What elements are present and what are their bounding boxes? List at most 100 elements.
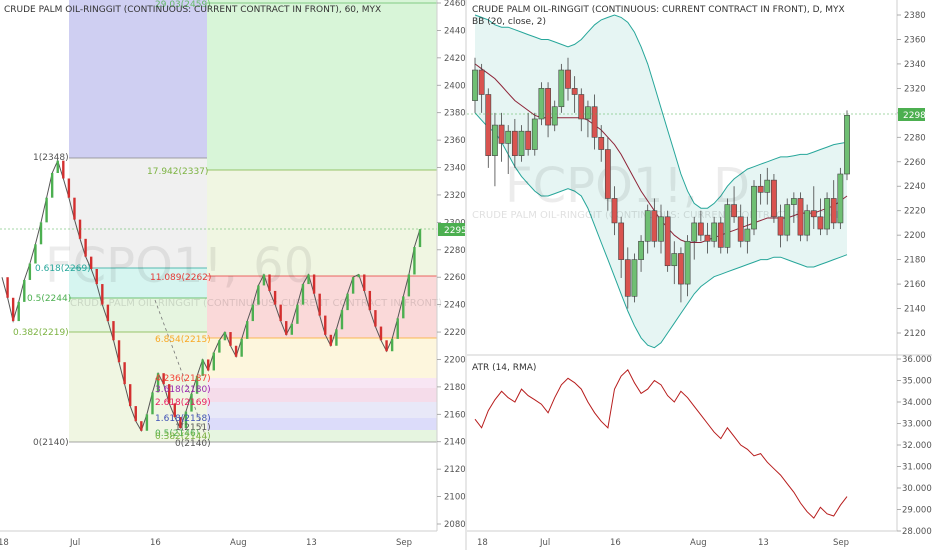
- candle-body: [578, 94, 585, 120]
- left-bar: [324, 315, 327, 335]
- candle-body: [717, 222, 724, 248]
- left-price-tick-label: 2100: [444, 493, 466, 503]
- right-chart-panel[interactable]: FCPO1!, D CRUDE PALM OIL-RINGGIT (CONTIN…: [467, 5, 897, 349]
- candle-body: [558, 69, 565, 108]
- candle-body: [810, 210, 817, 218]
- atr-label: ATR (14, RMA): [472, 363, 536, 373]
- atr-series: [474, 368, 848, 519]
- fib-ext-label-6854: 6.854(2215): [155, 335, 211, 345]
- left-bar: [101, 284, 104, 305]
- left-bar: [62, 160, 65, 179]
- candle-body: [771, 179, 777, 218]
- left-price-axis[interactable]: 2460244024202400238023602340232023002280…: [436, 0, 467, 531]
- candle-body: [784, 204, 791, 236]
- bb-upper: [474, 14, 848, 209]
- candle-body: [664, 216, 671, 267]
- candle-body: [751, 185, 757, 230]
- left-bar: [368, 290, 372, 311]
- right-time-tick-18: 18: [477, 538, 488, 548]
- atr-tick-label: 29.0000: [902, 506, 932, 516]
- left-watermark-sub: CRUDE PALM OIL-RINGGIT (CONTINUOUS: CURR…: [70, 298, 442, 309]
- left-bar: [273, 290, 277, 305]
- left-bar: [318, 293, 321, 316]
- right-time-tick-16: 16: [610, 538, 621, 548]
- right-time-axis[interactable]: 18 Jul 16 Aug 13 Sep: [467, 530, 897, 548]
- left-price-tick-label: 2140: [444, 438, 466, 448]
- left-bar: [279, 304, 282, 322]
- candle-body: [764, 179, 771, 193]
- fib-ext-label-11089: 11.089(2262): [150, 273, 211, 283]
- candle-body: [671, 253, 678, 267]
- candle-body: [631, 259, 638, 297]
- candle-body: [711, 222, 718, 242]
- right-price-tick-label: 2260: [904, 158, 926, 168]
- candle-body: [844, 114, 850, 175]
- atr-tick-label: 30.0000: [902, 484, 932, 494]
- candle-body: [704, 234, 711, 242]
- right-time-tick-jul: Jul: [539, 538, 550, 548]
- atr-tick-label: 35.0000: [902, 377, 932, 387]
- candle-body: [830, 198, 837, 224]
- left-price-tick-label: 2320: [444, 191, 466, 201]
- fib-ext-label-2618: 2.618(2169): [155, 398, 211, 408]
- candle-body: [757, 185, 764, 193]
- candle-body: [624, 259, 631, 297]
- left-bar: [257, 285, 260, 305]
- left-bar: [212, 352, 215, 371]
- left-bar: [23, 279, 26, 302]
- candle-body: [472, 69, 478, 101]
- left-time-tick-jul: Jul: [69, 538, 80, 548]
- right-price-axis[interactable]: 2380236023402320230022802260224022202200…: [896, 0, 926, 531]
- bb-lower: [474, 112, 848, 349]
- left-chart-panel[interactable]: FCPO1!, 60 CRUDE PALM OIL-RINGGIT (CONTI…: [0, 0, 442, 449]
- fib-ret-label-05: 0.5(2244): [27, 294, 71, 304]
- left-price-tick-label: 2260: [444, 273, 466, 283]
- left-price-tick-label: 2220: [444, 328, 466, 338]
- candle-body: [744, 228, 751, 242]
- left-price-tick-label: 2120: [444, 465, 466, 475]
- left-bar: [413, 247, 416, 275]
- left-price-tick-label: 2440: [444, 26, 466, 36]
- fib-ext-label-2903: 29.03(2459): [155, 0, 211, 10]
- left-bar: [112, 321, 115, 341]
- left-bar: [418, 229, 422, 248]
- left-bar: [390, 338, 394, 352]
- left-bar: [156, 373, 160, 393]
- candle-body: [797, 198, 804, 236]
- candle-body: [678, 253, 684, 285]
- left-bar: [45, 197, 48, 223]
- atr-pane[interactable]: ATR (14, RMA) 36.0000 35.0000 34.0000 33.00…: [467, 354, 932, 537]
- left-bar: [268, 274, 271, 291]
- right-price-tick-label: 2220: [904, 207, 926, 217]
- left-bar: [134, 406, 137, 422]
- candle-body: [804, 210, 811, 236]
- right-watermark: FCPO1!, D: [505, 158, 750, 214]
- candle-body: [525, 130, 532, 150]
- left-time-axis[interactable]: 18 Jul 16 Aug 13 Sep: [0, 530, 437, 548]
- fib-ext-label-0: 0(2140): [175, 439, 211, 449]
- left-time-tick-aug: Aug: [230, 538, 247, 548]
- candle-body: [691, 222, 698, 242]
- left-bar: [28, 263, 32, 280]
- right-price-tick-label: 2140: [904, 305, 926, 315]
- atr-tick-label: 32.0000: [902, 441, 932, 451]
- left-bar: [6, 277, 9, 298]
- left-bar: [329, 334, 333, 346]
- atr-tick-label: 33.0000: [902, 420, 932, 430]
- left-bar: [128, 384, 132, 407]
- left-bar: [262, 274, 266, 286]
- fib-ret-label-0382: 0.382(2219): [13, 328, 69, 338]
- left-chart-title: CRUDE PALM OIL-RINGGIT (CONTINUOUS: CURR…: [4, 5, 381, 15]
- right-price-tick-label: 2120: [904, 329, 926, 339]
- left-bar: [229, 332, 232, 346]
- left-bar: [340, 310, 344, 330]
- atr-tick-label: 34.0000: [902, 398, 932, 408]
- left-bar: [218, 340, 221, 353]
- left-bar: [195, 375, 199, 394]
- left-bar: [374, 310, 377, 327]
- left-bar: [240, 338, 243, 357]
- candle-body: [790, 198, 797, 205]
- candle-body: [571, 88, 578, 95]
- left-bar: [190, 393, 193, 412]
- candle-body: [644, 210, 651, 242]
